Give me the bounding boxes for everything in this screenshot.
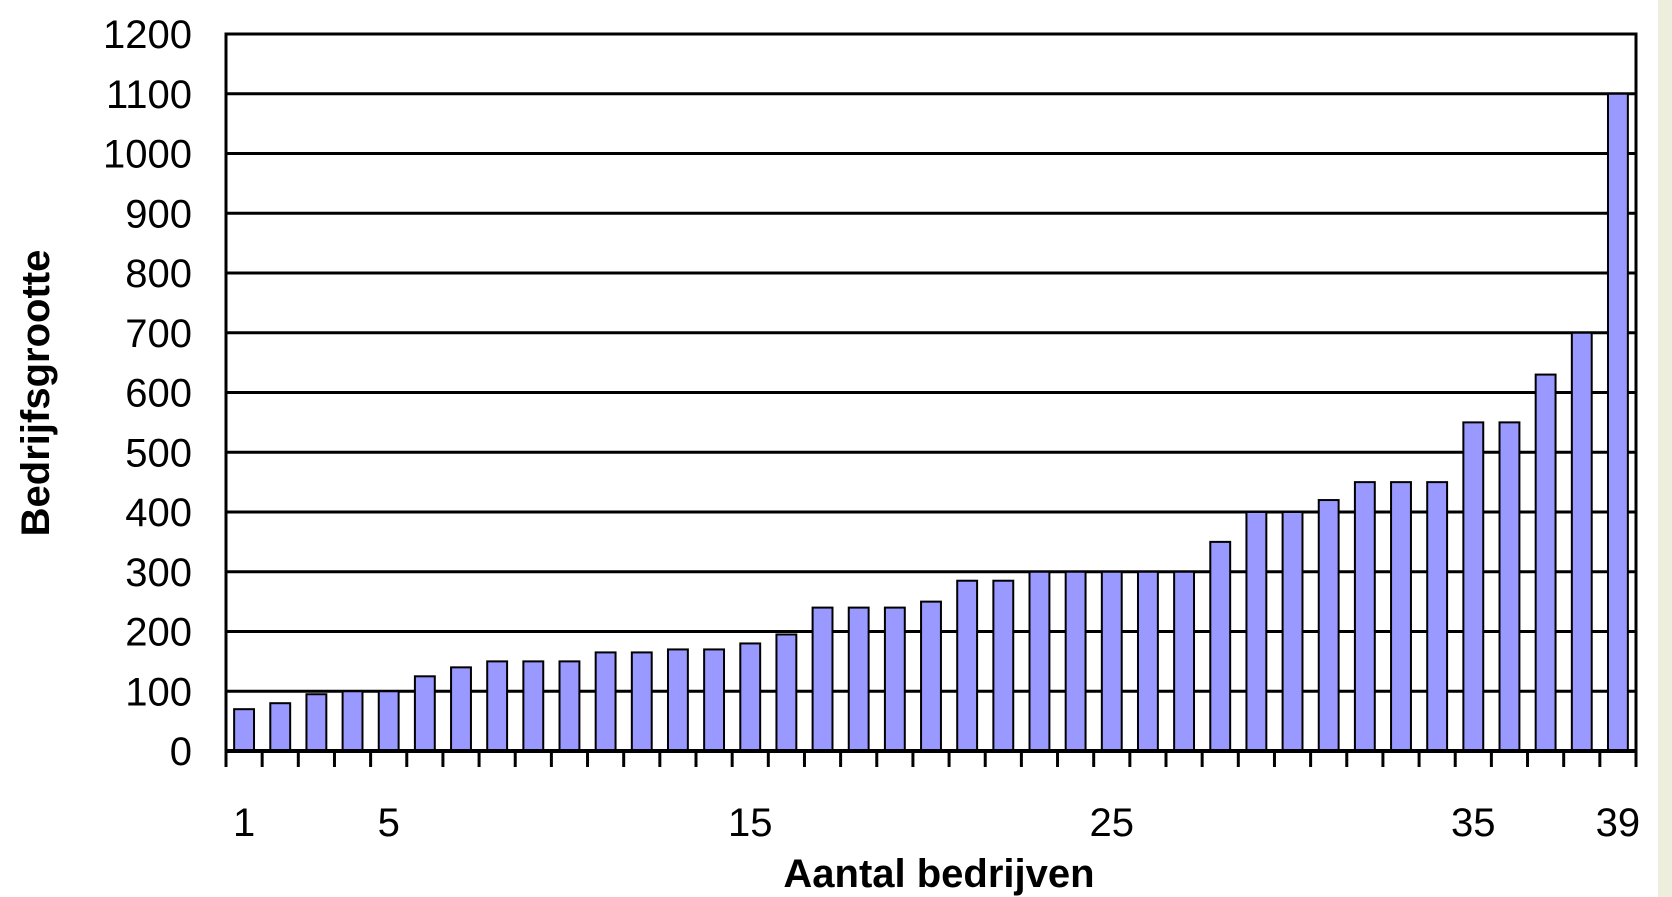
y-tick-label: 200 bbox=[125, 611, 192, 655]
bar-19 bbox=[883, 606, 906, 752]
y-axis-title: Bedrijfsgrootte bbox=[14, 250, 58, 537]
bar-10 bbox=[558, 660, 581, 752]
bar-21 bbox=[956, 579, 979, 753]
y-tick-label: 1000 bbox=[103, 133, 192, 177]
bar-14 bbox=[703, 648, 726, 752]
right-border-strip bbox=[1658, 0, 1672, 897]
bars bbox=[233, 92, 1629, 753]
y-tick-label: 0 bbox=[170, 730, 192, 774]
bar-37 bbox=[1534, 373, 1557, 752]
bar-34 bbox=[1426, 481, 1449, 752]
bar-31 bbox=[1317, 499, 1340, 752]
y-tick-label: 500 bbox=[125, 431, 192, 475]
bar-33 bbox=[1390, 481, 1412, 752]
y-tick-label: 100 bbox=[125, 670, 192, 714]
bar-32 bbox=[1353, 481, 1376, 752]
bar-16 bbox=[775, 633, 798, 752]
bar-28 bbox=[1209, 540, 1232, 752]
bar-9 bbox=[522, 660, 545, 752]
y-tick-label: 800 bbox=[125, 252, 192, 296]
bar-8 bbox=[486, 660, 509, 752]
x-tick-label: 5 bbox=[378, 801, 400, 845]
bar-12 bbox=[630, 651, 653, 752]
bar-5 bbox=[377, 690, 400, 752]
gridlines bbox=[226, 32, 1636, 693]
x-tick-label: 35 bbox=[1451, 801, 1496, 845]
x-tick-label: 25 bbox=[1090, 801, 1135, 845]
bar-1 bbox=[233, 708, 256, 752]
bar-18 bbox=[847, 606, 870, 752]
x-tick-labels: 1 5 15 25 35 39 bbox=[233, 801, 1640, 845]
bar-35 bbox=[1462, 421, 1485, 752]
bar-2 bbox=[269, 702, 292, 753]
x-axis-title: Aantal bedrijven bbox=[783, 852, 1094, 896]
y-tick-label: 900 bbox=[125, 192, 192, 236]
bar-4 bbox=[341, 690, 364, 752]
bar-26 bbox=[1136, 570, 1159, 752]
y-tick-label: 300 bbox=[125, 551, 192, 595]
axes bbox=[224, 32, 1638, 767]
bar-3 bbox=[305, 693, 328, 752]
bar-30 bbox=[1281, 511, 1304, 752]
y-tick-label: 600 bbox=[125, 372, 192, 416]
bar-25 bbox=[1100, 570, 1123, 752]
bar-29 bbox=[1245, 511, 1268, 752]
x-tick-label: 1 bbox=[233, 801, 255, 845]
bar-17 bbox=[811, 606, 834, 752]
bar-24 bbox=[1064, 570, 1087, 752]
x-tick-label: 39 bbox=[1596, 801, 1641, 845]
bar-13 bbox=[666, 648, 689, 752]
y-tick-label: 400 bbox=[125, 491, 192, 535]
bar-7 bbox=[450, 666, 472, 752]
bar-6 bbox=[413, 675, 436, 752]
bar-20 bbox=[920, 600, 942, 752]
bar-39 bbox=[1606, 92, 1629, 752]
bar-22 bbox=[992, 579, 1015, 753]
y-tick-label: 700 bbox=[125, 312, 192, 356]
y-tick-label: 1100 bbox=[106, 73, 192, 117]
bar-23 bbox=[1028, 570, 1051, 752]
bar-11 bbox=[594, 651, 617, 752]
y-tick-label: 1200 bbox=[103, 13, 192, 57]
bar-15 bbox=[739, 642, 762, 753]
x-tick-label: 15 bbox=[728, 801, 773, 845]
y-tick-labels: 0 100 200 300 400 500 600 700 800 900 1000 1100 1200 bbox=[103, 13, 192, 774]
bar-36 bbox=[1498, 421, 1521, 752]
bar-38 bbox=[1570, 331, 1593, 752]
bar-27 bbox=[1173, 570, 1196, 752]
